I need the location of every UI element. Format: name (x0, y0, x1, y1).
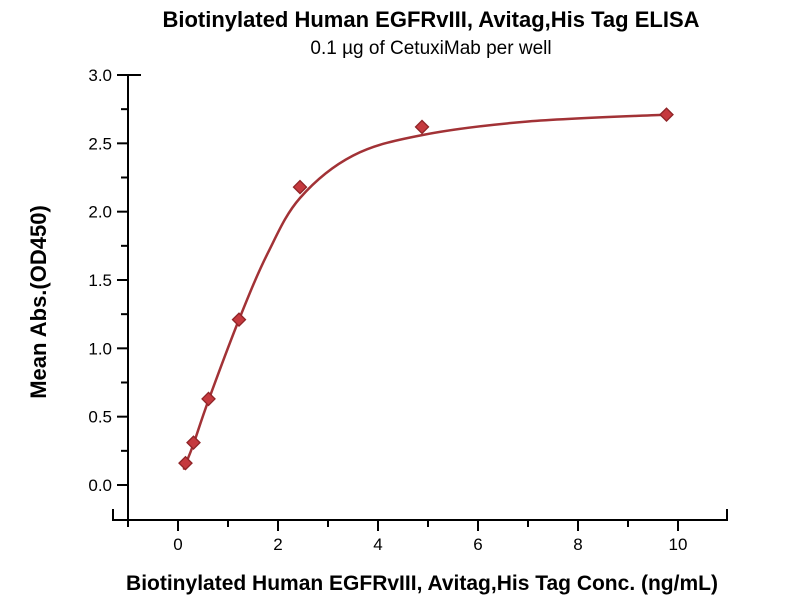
x-tick-label: 4 (373, 535, 382, 554)
y-tick-label: 1.0 (88, 339, 112, 358)
y-tick-label: 0.0 (88, 476, 112, 495)
x-tick-label: 2 (273, 535, 282, 554)
axis-ticks: 0 2 4 6 8 10 0.0 0.5 1.0 1.5 2.0 2.5 3.0 (88, 66, 687, 554)
y-tick-label: 2.5 (88, 134, 112, 153)
data-point-marker (414, 119, 430, 135)
x-tick-label: 10 (669, 535, 688, 554)
data-point-marker (659, 107, 674, 123)
x-tick-label: 8 (573, 535, 582, 554)
x-axis-line (112, 509, 728, 521)
y-tick-label: 3.0 (88, 66, 112, 85)
data-point-marker (178, 455, 193, 471)
y-axis-label: Mean Abs.(OD450) (26, 205, 51, 399)
y-tick-label: 1.5 (88, 271, 112, 290)
chart-subtitle: 0.1 µg of CetuxiMab per well (310, 38, 551, 59)
y-axis-line (127, 74, 141, 527)
x-tick-label: 6 (473, 535, 482, 554)
y-tick-label: 2.0 (88, 203, 112, 222)
data-point-marker (186, 435, 201, 451)
data-point-marker (231, 312, 247, 328)
x-tick-label: 0 (173, 535, 182, 554)
fit-curve (182, 113, 668, 470)
plot-area (178, 107, 674, 471)
y-tick-label: 0.5 (88, 408, 112, 427)
data-point-marker (201, 391, 216, 407)
x-axis-label: Biotinylated Human EGFRvIII, Avitag,His … (126, 572, 718, 595)
data-point-marker (292, 179, 308, 195)
chart-title: Biotinylated Human EGFRvIII, Avitag,His … (162, 7, 699, 32)
